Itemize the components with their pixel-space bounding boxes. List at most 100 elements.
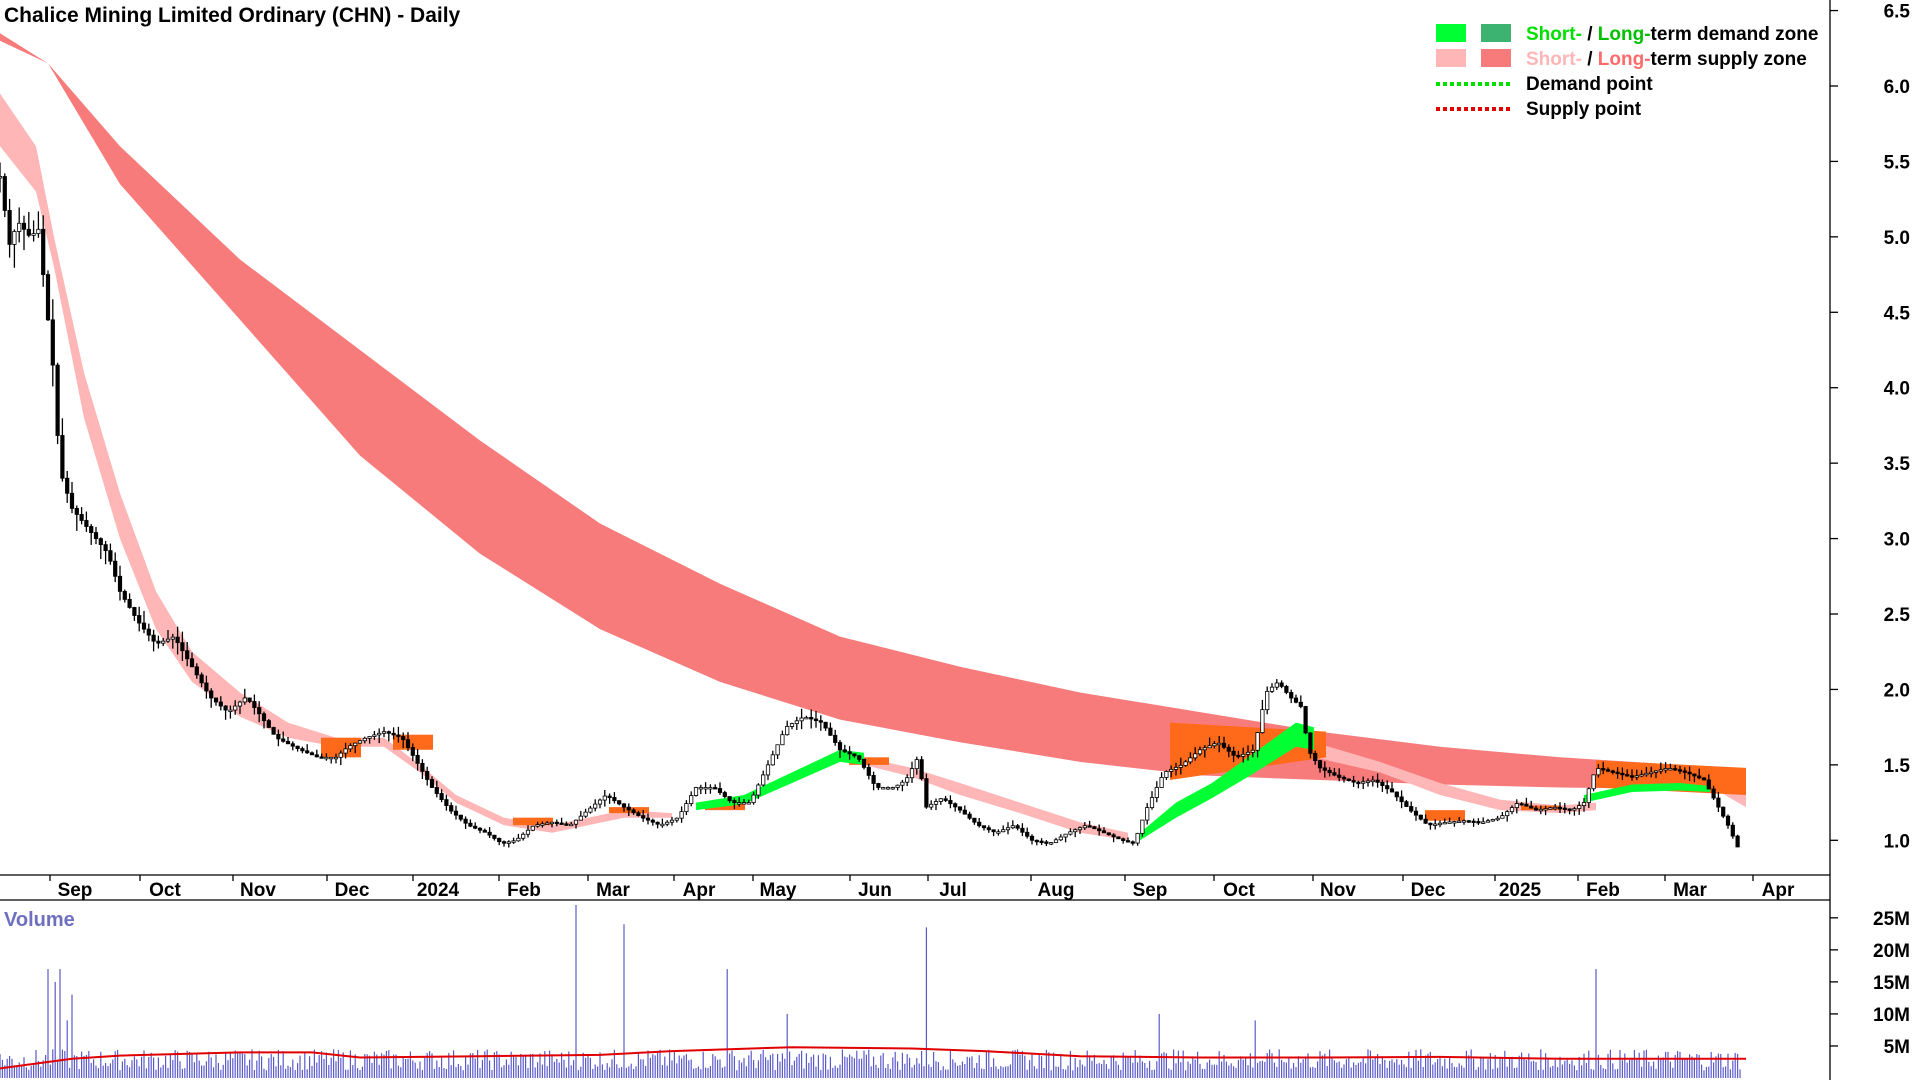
price-candle-body <box>7 210 12 245</box>
price-candle-body <box>1543 808 1548 811</box>
price-candle-body <box>770 754 775 766</box>
price-candle-body <box>813 718 819 722</box>
price-candle-body <box>319 756 324 759</box>
price-candle-body <box>943 798 948 801</box>
price-candle-body <box>1663 768 1668 771</box>
price-candle-body <box>593 803 598 809</box>
x-tick-label: Nov <box>1320 880 1356 901</box>
price-candle-body <box>1015 825 1020 829</box>
price-candle-body <box>487 831 492 836</box>
price-candle-body <box>1418 814 1423 820</box>
x-tick-label: May <box>760 880 797 901</box>
price-candle-body <box>1356 781 1361 785</box>
price-candle-body <box>218 701 223 707</box>
price-candle-body <box>122 590 127 600</box>
price-candle-body <box>247 697 252 702</box>
price-candle-body <box>631 809 636 814</box>
price-candle-body <box>444 799 449 807</box>
price-candle-body <box>1447 821 1452 824</box>
price-candle-body <box>1154 787 1159 798</box>
price-zones <box>0 33 1746 841</box>
price-candle-body <box>991 829 996 833</box>
price-candle-body <box>204 682 209 692</box>
price-candle-body <box>161 640 166 644</box>
price-candle-body <box>1620 772 1625 776</box>
price-candle-body <box>1202 747 1207 751</box>
price-candle-body <box>1394 791 1399 798</box>
price-candle-body <box>1370 779 1375 783</box>
price-candle-body <box>1053 839 1059 844</box>
price-y-axis: 6.5 6.0 5.5 5.0 4.5 4.0 3.5 3.0 2.5 2.0 1.5 1.0 <box>1830 2 1910 852</box>
price-candle-body <box>679 811 684 819</box>
price-candle-body <box>1682 770 1687 773</box>
legend-swatch-long <box>1481 24 1511 42</box>
price-candle-body <box>1140 819 1145 834</box>
price-candle-body <box>117 575 123 592</box>
price-candle-body <box>717 788 723 793</box>
price-candle-body <box>314 754 319 758</box>
price-candle-body <box>1586 788 1591 803</box>
price-candle-body <box>353 742 358 746</box>
price-candle-body <box>689 795 694 804</box>
price-candle-body <box>986 827 991 831</box>
price-candle-body <box>1716 797 1721 808</box>
price-candle-body <box>693 787 699 796</box>
price-candle-body <box>780 734 785 746</box>
price-candle-body <box>69 492 75 509</box>
price-candle-body <box>612 797 617 802</box>
price-candle-body <box>948 800 953 805</box>
price-candle-body <box>290 743 295 747</box>
price-candle-body <box>1337 774 1342 778</box>
price-candle-body <box>357 740 363 744</box>
price-candle-body <box>1433 823 1438 826</box>
price-candle-body <box>545 822 550 825</box>
price-candle-body <box>31 233 36 236</box>
price-candle-body <box>1365 780 1371 783</box>
price-candle-body <box>271 727 276 735</box>
price-candle-body <box>866 766 871 776</box>
x-tick-label: Dec <box>1411 880 1446 901</box>
price-candle-body <box>1341 776 1347 780</box>
y-tick-label: 5.0 <box>1884 228 1910 249</box>
price-candle-body <box>1241 753 1246 757</box>
price-candle-body <box>1399 796 1404 803</box>
x-tick-label: Apr <box>683 880 716 901</box>
price-candle-body <box>1725 815 1731 826</box>
short-term-supply-zone <box>1314 742 1596 814</box>
volume-y-axis: 25M 20M 15M 10M 5M <box>1830 909 1910 1058</box>
price-candle-body <box>857 755 862 760</box>
x-tick-label: 2024 <box>417 880 460 901</box>
price-candle-body <box>1097 828 1102 832</box>
price-candle-body <box>1293 697 1299 703</box>
price-candle-body <box>626 806 631 811</box>
legend-long-text: Long- <box>1598 49 1651 70</box>
price-candle-body <box>1653 770 1659 773</box>
price-candle-body <box>1509 807 1515 813</box>
price-candle-body <box>141 622 147 630</box>
x-tick-label: Oct <box>149 880 181 901</box>
price-candle-body <box>1284 686 1289 693</box>
volume-tick-label: 15M <box>1873 973 1910 994</box>
price-candle-body <box>1303 706 1308 734</box>
price-candle-body <box>669 819 675 823</box>
price-candle-body <box>1428 822 1433 826</box>
price-candle-body <box>516 837 521 842</box>
price-candle-body <box>1385 785 1390 790</box>
price-candle-body <box>871 775 876 784</box>
x-tick-label: Mar <box>596 880 630 901</box>
price-candle-body <box>1404 801 1409 807</box>
price-candle-body <box>257 707 262 715</box>
price-candle-body <box>641 815 646 819</box>
price-candle-body <box>621 803 627 808</box>
price-candle-body <box>1495 817 1500 821</box>
price-candle-body <box>588 807 593 813</box>
price-candle-body <box>650 819 655 823</box>
price-candle-body <box>1735 835 1740 848</box>
price-candle-body <box>1437 822 1443 826</box>
short-term-demand-zone <box>696 749 864 811</box>
price-candle-body <box>36 228 41 235</box>
price-candle-body <box>1409 806 1414 812</box>
price-candle-body <box>1077 827 1083 831</box>
price-candle-body <box>933 801 939 805</box>
price-candle-body <box>1423 818 1428 824</box>
